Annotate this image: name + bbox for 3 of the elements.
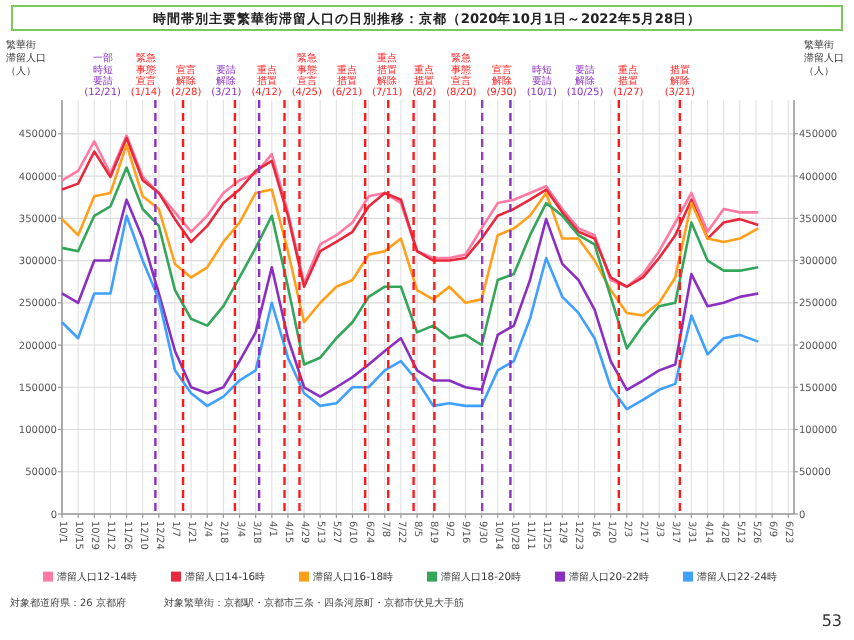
text: 53 — [821, 612, 842, 630]
line-series — [60, 143, 760, 324]
line-series — [60, 166, 760, 366]
